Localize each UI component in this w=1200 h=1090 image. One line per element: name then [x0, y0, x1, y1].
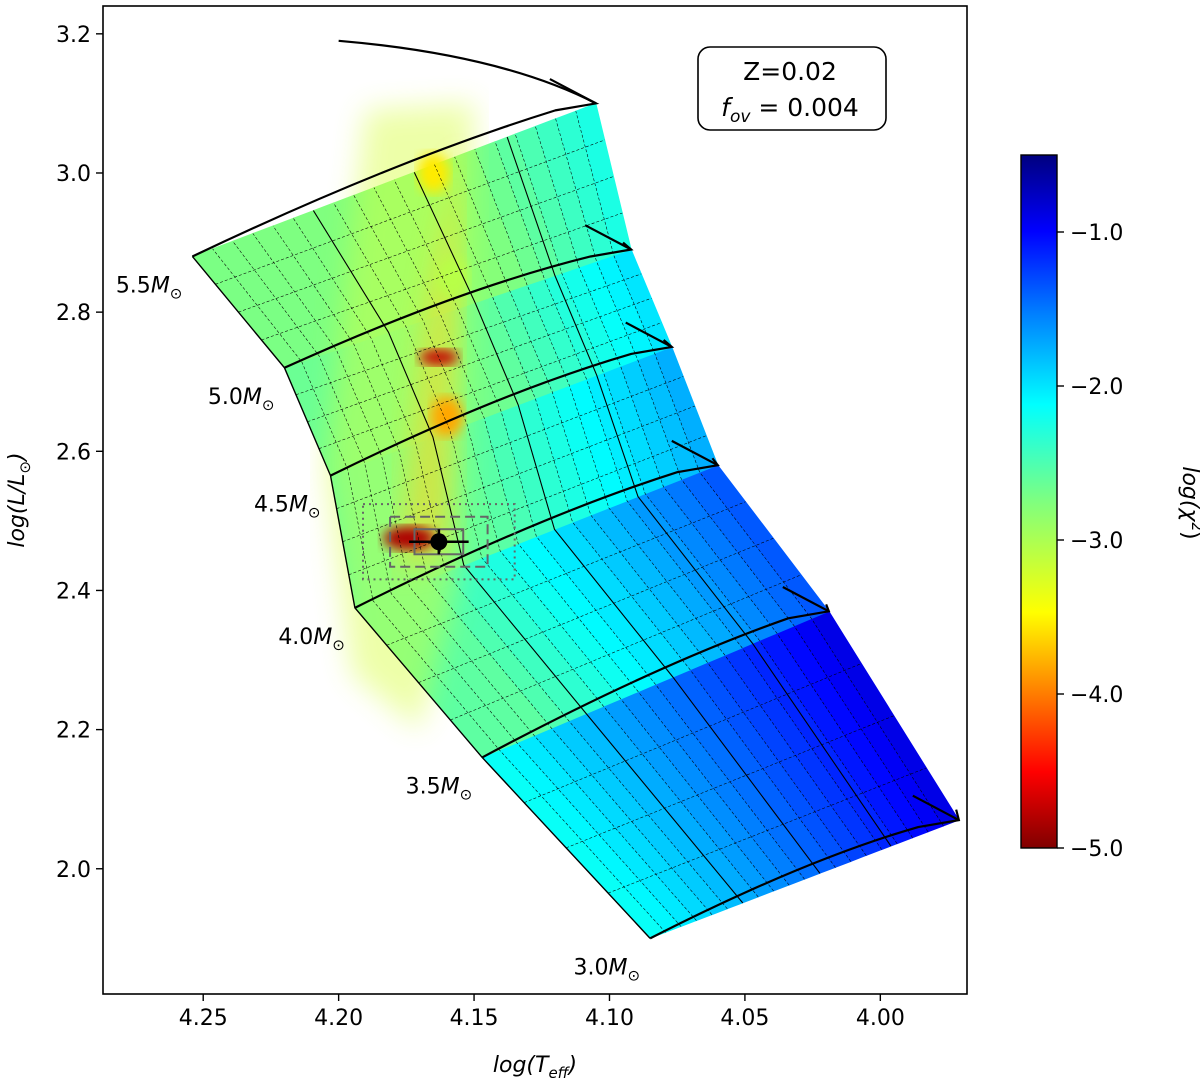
chi2-minimum: [430, 396, 463, 437]
track-hook: [912, 794, 960, 822]
colorbar-tick-label: −2.0: [1070, 375, 1123, 400]
colorbar-tick-label: −5.0: [1070, 837, 1123, 862]
isochrone: [535, 126, 913, 838]
isochrone-major: [413, 172, 821, 874]
x-tick-label: 4.00: [856, 1006, 905, 1031]
chi2-minimum: [436, 257, 469, 298]
error-box-dashed: [389, 515, 489, 568]
x-tick-label: 4.25: [179, 1006, 228, 1031]
mass-label-4.5: 4.5M⊙: [254, 493, 321, 522]
track-3.0-msun: [649, 809, 961, 940]
isochrone: [514, 133, 898, 844]
isochrone: [353, 195, 774, 892]
mass-label-3.0: 3.0M⊙: [574, 955, 641, 984]
mass-labels: 3.0M⊙ 3.5M⊙ 4.0M⊙ 4.5M⊙ 5.0M⊙ 5.5M⊙: [116, 273, 640, 984]
isochrone: [212, 248, 666, 933]
chi2-minimum: [418, 349, 459, 366]
track-hook: [584, 224, 632, 251]
interpolated-track: [215, 139, 605, 285]
y-tick-label: 2.6: [56, 440, 91, 465]
isochrone: [232, 241, 682, 927]
track-5.5-extension: [338, 39, 597, 105]
y-tick-label: 2.0: [56, 858, 91, 883]
observed-star: [362, 503, 516, 581]
track-hook: [625, 321, 673, 348]
overshoot-label: fov = 0.004: [721, 93, 859, 127]
evolutionary-tracks: [191, 39, 961, 940]
colorbar-bar: [1020, 154, 1058, 849]
chi2-heatmap: [191, 102, 960, 939]
y-axis-label: log(L/L⊙): [5, 452, 34, 547]
mass-label-3.5: 3.5M⊙: [406, 774, 473, 803]
x-axis-label: log(Teff): [493, 1053, 577, 1082]
track-4.0-msun: [354, 457, 720, 609]
y-tick-label: 2.4: [56, 579, 91, 604]
y-tick-label: 2.2: [56, 719, 91, 744]
track-4.5-msun: [330, 339, 675, 477]
interpolated-track: [450, 574, 802, 721]
y-tick-label: 3.2: [56, 23, 91, 48]
parameter-annotation: Z=0.02 fov = 0.004: [697, 46, 887, 131]
y-tick-label: 2.8: [56, 301, 91, 326]
y-tick-label: 3.0: [56, 162, 91, 187]
colorbar-tick-label: −3.0: [1070, 529, 1123, 554]
mass-label-5.0: 5.0M⊙: [208, 385, 275, 414]
isochrone: [393, 179, 805, 880]
isochrone: [434, 164, 836, 868]
isochrone: [474, 149, 867, 856]
chi2-minimum: [383, 526, 436, 551]
x-tick-label: 4.20: [314, 1006, 363, 1031]
x-tick-label: 4.05: [720, 1006, 769, 1031]
isochrone-grid: [212, 111, 944, 933]
colorbar-ticks: −1.0 −2.0 −3.0 −4.0 −5.0: [1057, 221, 1123, 862]
x-tick-label: 4.15: [450, 1006, 499, 1031]
colorbar-tick-label: −4.0: [1070, 683, 1123, 708]
interpolated-track: [342, 405, 695, 543]
x-axis-ticks: 4.25 4.20 4.15 4.10 4.05 4.00: [179, 994, 905, 1031]
interpolated-track: [386, 501, 746, 646]
colorbar-tick-label: −1.0: [1070, 221, 1123, 246]
track-5.0-msun: [284, 241, 634, 369]
interpolated-track: [524, 663, 862, 803]
isochrone: [373, 187, 790, 886]
isochrone: [333, 202, 759, 898]
track-hook: [782, 585, 830, 613]
metallicity-label: Z=0.02: [743, 57, 837, 86]
isochrone: [252, 233, 697, 921]
isochrone: [454, 156, 852, 862]
colorbar-label: log(χ2): [1177, 466, 1200, 539]
zams-line: [191, 256, 651, 939]
track-hook: [671, 439, 719, 467]
mass-label-4.0: 4.0M⊙: [278, 625, 345, 654]
interpolated-track: [295, 273, 642, 396]
y-axis-ticks: 2.0 2.2 2.4 2.6 2.8 3.0 3.2: [56, 23, 103, 883]
isochrone: [272, 225, 713, 915]
track-5.5-msun: [191, 95, 600, 258]
isochrone: [494, 141, 882, 850]
plot-frame: [102, 5, 968, 995]
chi2-minimum: [417, 152, 450, 193]
interpolated-track: [318, 322, 662, 449]
colorbar: −1.0 −2.0 −3.0 −4.0 −5.0 log(χ2): [1020, 154, 1200, 862]
x-tick-label: 4.10: [585, 1006, 634, 1031]
isochrone-major: [506, 136, 892, 847]
track-3.5-msun: [481, 603, 831, 759]
interpolated-track: [238, 176, 614, 313]
star-marker: [430, 533, 448, 551]
mass-label-5.5: 5.5M⊙: [116, 273, 183, 302]
isochrone-major: [312, 210, 744, 904]
